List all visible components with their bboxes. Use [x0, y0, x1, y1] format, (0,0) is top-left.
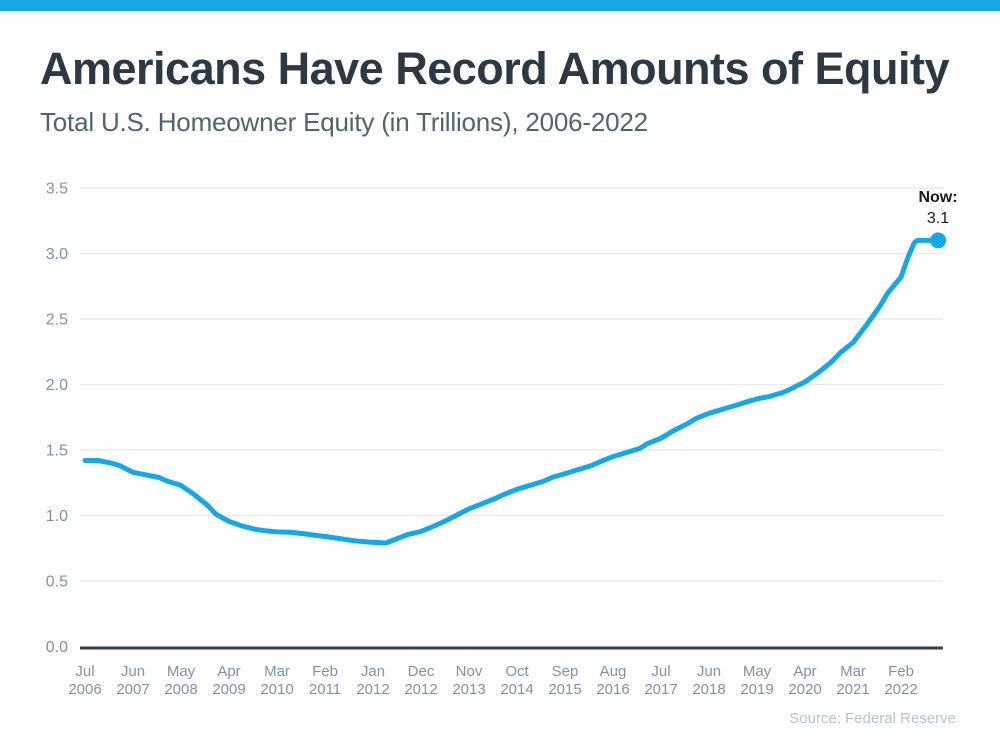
y-axis-tick-label: 1.0 — [46, 508, 68, 525]
top-accent-bar — [0, 0, 1000, 11]
x-axis-tick-label: Mar 2021 — [836, 663, 869, 698]
x-axis-tick-label: Apr 2009 — [212, 663, 245, 698]
y-axis-tick-label: 1.5 — [46, 443, 68, 460]
x-axis-tick-label: Nov 2013 — [452, 663, 485, 698]
x-axis-tick-label: Dec 2012 — [404, 663, 437, 698]
y-axis-tick-label: 0.0 — [46, 639, 68, 656]
y-axis-tick-label: 3.5 — [46, 181, 68, 198]
now-annotation-value: 3.1 — [926, 210, 950, 227]
source-note: Source: Federal Reserve — [789, 710, 956, 727]
y-axis-tick-label: 3.0 — [46, 246, 68, 263]
x-axis-tick-label: Jul 2006 — [68, 663, 101, 698]
x-axis-tick-label: Jun 2007 — [116, 663, 149, 698]
page-title: Americans Have Record Amounts of Equity — [40, 43, 950, 94]
now-annotation-label: Now: — [918, 189, 958, 206]
x-axis-tick-label: Apr 2020 — [788, 663, 821, 698]
x-axis-tick-label: Oct 2014 — [500, 663, 533, 698]
x-axis-tick-label: May 2008 — [164, 663, 197, 698]
now-annotation: Now: 3.1 — [898, 187, 978, 229]
chart-subtitle: Total U.S. Homeowner Equity (in Trillion… — [40, 107, 648, 137]
x-axis-tick-label: Feb 2022 — [884, 663, 917, 698]
x-axis-tick-label: Mar 2010 — [260, 663, 293, 698]
x-axis-tick-label: Jul 2017 — [644, 663, 677, 698]
y-axis-tick-label: 2.5 — [46, 312, 68, 329]
endpoint-marker — [930, 232, 947, 249]
x-axis-tick-label: Aug 2016 — [596, 663, 629, 698]
x-axis-tick-label: May 2019 — [740, 663, 773, 698]
y-axis-tick-label: 2.0 — [46, 377, 68, 394]
x-axis-tick-label: Jun 2018 — [692, 663, 725, 698]
equity-line — [82, 237, 941, 546]
x-axis-tick-label: Feb 2011 — [309, 663, 341, 698]
y-axis-tick-label: 0.5 — [46, 574, 68, 591]
x-axis-tick-label: Jan 2012 — [356, 663, 389, 698]
x-axis-tick-label: Sep 2015 — [548, 663, 581, 698]
